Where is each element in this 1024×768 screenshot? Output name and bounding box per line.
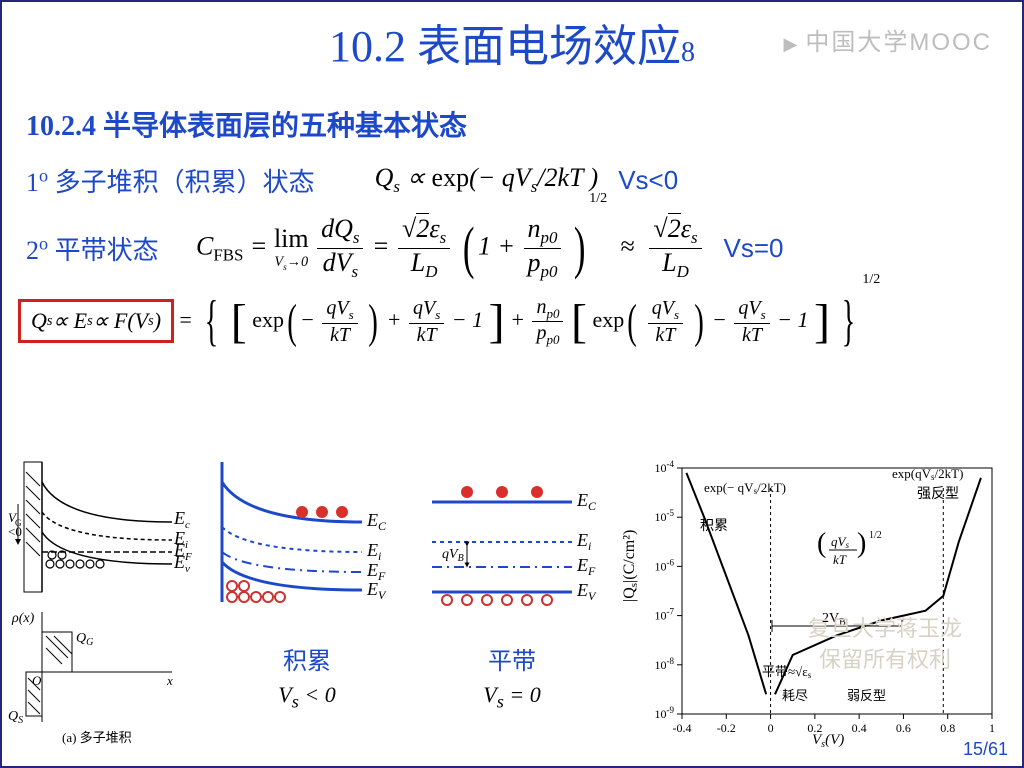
svg-text:10-6: 10-6 (655, 557, 675, 573)
svg-text:0.6: 0.6 (896, 721, 911, 735)
svg-text:10-4: 10-4 (655, 459, 675, 475)
textbook-band-diagram: VG <0 Ec Ei EF Ev ρ(x) x O QG QS (a) 多子堆… (2, 452, 202, 766)
section-heading: 10.2.4 半导体表面层的五种基本状态 (26, 104, 1022, 144)
svg-text:10-7: 10-7 (655, 607, 675, 623)
svg-text:EC: EC (576, 490, 597, 513)
title-main: 10.2 表面电场效应 (329, 22, 681, 71)
svg-text:exp(qVs/2kT): exp(qVs/2kT) (892, 466, 963, 482)
svg-text:-0.4: -0.4 (673, 721, 692, 735)
mooc-watermark: 中国大学MOOC (783, 22, 992, 57)
qs-vs-plot: |Qs|(C/cm²) Vs(V) 积累 强反型 平带≈√εs 耗尽 弱反型 e… (612, 452, 1022, 766)
svg-text:exp(− qVs/2kT): exp(− qVs/2kT) (704, 480, 786, 496)
f-function-row: Qs ∝ Es ∝ F(Vs) = { [ exp(− qVskT ) + qV… (18, 296, 1006, 348)
svg-text:<0: <0 (8, 524, 22, 539)
state-2-label: 2o 平带状态 (26, 230, 196, 267)
svg-text:-0.2: -0.2 (717, 721, 736, 735)
svg-text:0.4: 0.4 (852, 721, 867, 735)
svg-text:EF: EF (576, 555, 596, 578)
state-2-annot: Vs=0 (724, 233, 784, 264)
svg-text:x: x (166, 673, 173, 688)
flat-vs: Vs = 0 (412, 682, 612, 712)
svg-text:|Qs|(C/cm²): |Qs|(C/cm²) (621, 530, 640, 602)
svg-text:QS: QS (8, 709, 23, 726)
state-1-annot: Vs<0 (618, 165, 678, 196)
page-number: 15/61 (963, 739, 1008, 760)
svg-text:10-9: 10-9 (655, 705, 675, 721)
svg-text:强反型: 强反型 (917, 486, 959, 502)
svg-text:弱反型: 弱反型 (847, 688, 886, 703)
svg-text:1: 1 (989, 721, 995, 735)
svg-text:积累: 积累 (700, 518, 728, 534)
svg-text:10-8: 10-8 (655, 656, 675, 672)
svg-text:kT: kT (833, 552, 847, 567)
accumulation-band-diagram: EC Ei EF EV 积累 Vs < 0 (202, 452, 412, 766)
svg-text:qVB: qVB (442, 547, 464, 564)
svg-text:EV: EV (576, 580, 597, 603)
svg-text:1/2: 1/2 (869, 530, 882, 541)
svg-text:QG: QG (76, 631, 93, 648)
svg-text:0.2: 0.2 (807, 721, 822, 735)
flat-caption: 平带 (412, 641, 612, 676)
f-function-box: Qs ∝ Es ∝ F(Vs) (18, 299, 174, 343)
svg-text:(: ( (817, 528, 826, 559)
title-sub: 8 (681, 37, 695, 68)
state-1-label: 1o 多子堆积（积累）状态 (26, 162, 315, 199)
svg-text:0.8: 0.8 (940, 721, 955, 735)
diagrams-row: VG <0 Ec Ei EF Ev ρ(x) x O QG QS (a) 多子堆… (2, 452, 1022, 766)
svg-text:O: O (32, 673, 42, 688)
svg-text:EC: EC (366, 510, 387, 533)
state-1-row: 1o 多子堆积（积累）状态 Qs ∝ exp(− qVs/2kT ) Vs<0 (26, 162, 998, 199)
state-2-formula: CFBS = limVs→0 dQsdVs = √2εsLD (1 + np0p… (196, 215, 704, 282)
state-1-formula: Qs ∝ exp(− qVs/2kT ) (375, 163, 599, 197)
flatband-band-diagram: qVB EC Ei EF EV 平带 Vs = 0 (412, 452, 612, 766)
state-2-row: 2o 平带状态 CFBS = limVs→0 dQsdVs = √2εsLD (… (26, 215, 998, 282)
svg-text:Ei: Ei (576, 530, 591, 553)
svg-text:耗尽: 耗尽 (782, 688, 808, 703)
svg-text:(a) 多子堆积: (a) 多子堆积 (62, 730, 132, 745)
accum-caption: 积累 (202, 641, 412, 676)
f-function-rhs: = { [ exp(− qVskT ) + qVskT − 1 ] + np0p… (178, 296, 880, 348)
svg-text:): ) (857, 528, 866, 559)
svg-text:ρ(x): ρ(x) (11, 611, 35, 626)
accum-vs: Vs < 0 (202, 682, 412, 712)
svg-text:0: 0 (768, 721, 774, 735)
svg-text:10-5: 10-5 (655, 508, 675, 524)
